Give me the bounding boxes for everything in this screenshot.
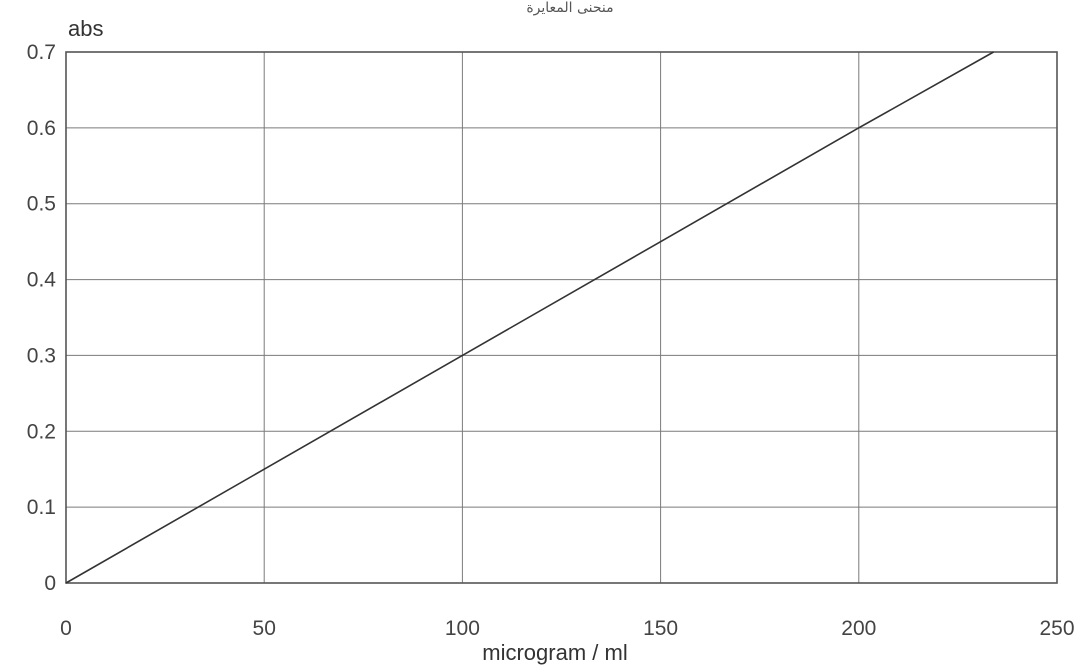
y-tick-label: 0.6 [27, 117, 56, 140]
y-tick-label: 0.4 [27, 269, 57, 292]
y-tick-label: 0.5 [27, 193, 56, 216]
y-tick-label: 0.1 [27, 496, 56, 519]
x-tick-label: 200 [841, 617, 876, 640]
y-tick-label: 0 [44, 572, 56, 595]
y-tick-label: 0.2 [27, 420, 56, 443]
series-layer [65, 51, 994, 584]
x-tick-label: 0 [60, 617, 72, 640]
y-axis-title: abs [68, 16, 103, 41]
y-tick-labels: 0 0.1 0.2 0.3 0.4 0.5 0.6 0.7 [27, 41, 57, 595]
x-tick-label: 100 [445, 617, 480, 640]
y-tick-label: 0.7 [27, 41, 56, 64]
x-tick-label: 250 [1039, 617, 1074, 640]
x-tick-label: 150 [643, 617, 678, 640]
y-tick-label: 0.3 [27, 344, 56, 367]
x-axis-title: microgram / ml [482, 640, 627, 665]
plot-frame [65, 51, 1058, 584]
x-tick-label: 50 [253, 617, 276, 640]
top-caption: منحنى المعايرة [526, 0, 613, 16]
x-tick-labels: 0 50 100 150 200 250 [60, 617, 1074, 640]
grid-lines [66, 52, 1057, 583]
series-line [65, 51, 994, 584]
